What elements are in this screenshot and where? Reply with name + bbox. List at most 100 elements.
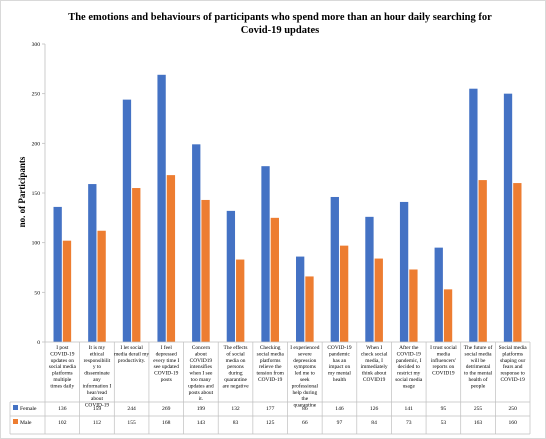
bar-male-6 bbox=[270, 217, 279, 342]
data-label-female: 159 bbox=[93, 406, 102, 412]
x-category-label-line: seek bbox=[300, 377, 310, 383]
x-category-label-line: usage bbox=[403, 383, 416, 389]
x-category-label-line: The effects bbox=[224, 344, 248, 351]
data-label-female: 244 bbox=[127, 406, 136, 412]
x-category-label-line: depressed bbox=[156, 351, 178, 357]
x-category-label-line: influencers' bbox=[431, 357, 456, 364]
x-category-label-line: updates on bbox=[51, 358, 75, 364]
x-category-label-line: platforms bbox=[502, 350, 523, 357]
legend-label-male: Male bbox=[20, 420, 32, 426]
x-category-label-line: social media bbox=[49, 364, 77, 370]
x-category-label-line: social media bbox=[257, 351, 285, 357]
data-label-male: 155 bbox=[127, 420, 136, 426]
x-category-label-line: Concern bbox=[192, 345, 211, 351]
x-category-label: Concern about COVID19 intensifies when I see… bbox=[188, 345, 214, 402]
x-category-label-line: help during bbox=[292, 390, 317, 396]
bar-female-11 bbox=[434, 247, 443, 342]
x-category-label-line: responsibilit bbox=[84, 358, 111, 364]
y-tick-label: 250 bbox=[32, 92, 41, 98]
bar-female-13 bbox=[503, 93, 513, 343]
data-label-male: 102 bbox=[58, 420, 67, 426]
legend-key-female bbox=[13, 405, 18, 410]
y-axis-label: no. of Participants bbox=[17, 156, 27, 227]
y-tick-label: 300 bbox=[32, 42, 41, 48]
x-category-label-line: about bbox=[91, 396, 103, 402]
x-category-label-line: COVID-19 bbox=[258, 377, 283, 383]
x-category-label-line: think about bbox=[362, 371, 387, 377]
y-tick-label: 150 bbox=[32, 191, 41, 197]
bar-male-11 bbox=[443, 289, 453, 342]
bar-female-5 bbox=[226, 210, 236, 342]
x-category-label-line: media on bbox=[226, 358, 246, 364]
x-category-label-line: I let social bbox=[120, 345, 143, 351]
bar-female-12 bbox=[469, 88, 478, 342]
x-category-label-line: immediately bbox=[361, 364, 388, 370]
data-label-female: 136 bbox=[58, 406, 67, 412]
x-category-label-line: I experienced bbox=[290, 345, 319, 351]
bar-male-4 bbox=[201, 199, 210, 342]
x-category-label-line: check social bbox=[361, 351, 388, 357]
x-category-label-line: y to bbox=[93, 364, 102, 370]
x-category-label-line: COVID-19 bbox=[397, 351, 422, 357]
x-category-label: Checking social media platforms relieve the… bbox=[256, 345, 284, 383]
x-category-label-line: Checking bbox=[260, 345, 281, 351]
bar-male-12 bbox=[478, 180, 487, 342]
data-label-female: 177 bbox=[266, 406, 275, 412]
x-category-label-line: posts about bbox=[189, 390, 214, 396]
bar-female-2 bbox=[122, 99, 132, 342]
x-category-label-line: pandemic bbox=[329, 351, 351, 357]
x-category-label-line: COVID19 bbox=[432, 371, 455, 377]
x-category-label-line: quarantine bbox=[293, 403, 316, 409]
data-label-female: 141 bbox=[405, 406, 414, 412]
x-category-label-line: The future of bbox=[464, 344, 493, 351]
bar-male-2 bbox=[132, 188, 141, 342]
x-category-label-line: Social media bbox=[499, 345, 528, 351]
x-category-label-line: COVID-19 bbox=[501, 377, 526, 383]
x-category-label-line: hear/read bbox=[87, 390, 107, 396]
data-label-male: 163 bbox=[474, 420, 483, 426]
data-label-female: 95 bbox=[441, 406, 447, 412]
x-category-label-line: every time I bbox=[153, 358, 179, 364]
data-label-male: 112 bbox=[93, 420, 101, 426]
x-category-label-line: pandemic, I bbox=[396, 358, 422, 364]
legend-label-female: Female bbox=[20, 406, 37, 412]
bar-female-1 bbox=[88, 184, 97, 342]
x-category-label-line: too many bbox=[191, 377, 212, 383]
x-category-label-line: health bbox=[333, 377, 346, 383]
x-category-label-line: shaping our bbox=[500, 358, 526, 364]
x-category-label: I experienced severe depression symptoms led… bbox=[290, 345, 319, 409]
bar-female-6 bbox=[261, 166, 270, 342]
data-label-female: 255 bbox=[474, 406, 483, 412]
x-category-label-line: people bbox=[471, 383, 486, 389]
bar-male-8 bbox=[339, 245, 349, 342]
x-category-label-line: any bbox=[93, 377, 101, 383]
data-label-male: 160 bbox=[508, 420, 517, 426]
x-category-label-line: tension from bbox=[256, 370, 284, 377]
x-category-label-line: ethical bbox=[90, 351, 105, 357]
x-category-label-line: during bbox=[228, 371, 242, 377]
data-table: I post COVID-19 updates on social media plat… bbox=[9, 341, 531, 435]
data-label-male: 125 bbox=[266, 420, 275, 426]
x-category-label: It is my ethical responsibilit y to dissemin… bbox=[83, 345, 112, 409]
bar-female-0 bbox=[53, 206, 62, 342]
x-category-label-line: are negative bbox=[222, 383, 249, 389]
x-category-label-line: multiple bbox=[53, 377, 72, 383]
x-category-label-line: COVID-19 bbox=[50, 351, 75, 357]
x-category-label-line: detrimental bbox=[466, 364, 491, 370]
x-category-label: The effects of social media on persons durin… bbox=[222, 344, 249, 389]
x-category-label: I trust social media influencers' reports o… bbox=[430, 345, 457, 377]
x-category-label-line: media derail my bbox=[114, 351, 149, 357]
x-category-label-line: media, I bbox=[365, 358, 383, 364]
x-category-label: I let social media derail my productivity. bbox=[114, 345, 149, 364]
x-category-label-line: decided to bbox=[398, 364, 421, 370]
x-category-label-line: response to bbox=[500, 371, 525, 377]
x-category-label-line: When I bbox=[366, 345, 382, 351]
x-category-label-line: when I see bbox=[189, 371, 213, 377]
x-category-label-line: has an bbox=[333, 358, 347, 364]
x-category-label-line: It is my bbox=[89, 345, 106, 351]
data-label-male: 84 bbox=[371, 420, 377, 426]
x-category-label-line: I feel bbox=[161, 344, 173, 351]
x-category-label-line: intensifies bbox=[190, 363, 212, 370]
